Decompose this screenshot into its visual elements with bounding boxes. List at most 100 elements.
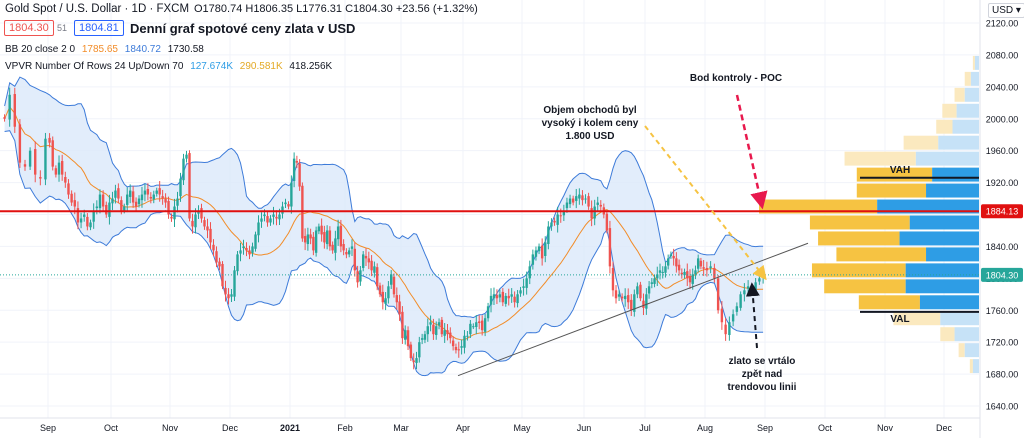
volume-profile-up-bar (915, 151, 979, 166)
candle-body (593, 206, 596, 219)
volume-profile-up-bar (877, 199, 979, 214)
candle-body (611, 267, 615, 291)
bid-price-box[interactable]: 1804.30 (4, 20, 54, 36)
candle-body (664, 266, 667, 273)
candle-body (320, 225, 323, 235)
candle-body (661, 271, 664, 273)
volume-profile-down-bar (856, 183, 927, 198)
volume-profile-down-bar (759, 199, 878, 214)
candle-body (550, 222, 553, 227)
volume-profile-up-bar (954, 327, 979, 342)
candle-body (404, 330, 407, 340)
candle-body (596, 202, 599, 205)
chevron-down-icon: ▾ (1013, 5, 1021, 16)
candle-body (702, 267, 705, 269)
candle-body (418, 342, 421, 358)
ask-price-box[interactable]: 1804.81 (74, 20, 124, 36)
time-tick-label: Jul (639, 423, 651, 433)
candle-body (510, 294, 513, 297)
vpvr-legend[interactable]: VPVR Number Of Rows 24 Up/Down 70 127.67… (5, 61, 332, 72)
volume-profile-up-bar (919, 295, 979, 310)
candle-body (158, 188, 161, 195)
candle-body (608, 228, 612, 267)
candle-body (547, 226, 550, 245)
candle-body (650, 282, 654, 284)
price-axis-bg (980, 0, 1024, 438)
volume-profile-down-bar (824, 279, 906, 294)
time-tick-label: May (513, 423, 531, 433)
candle-body (123, 206, 126, 211)
candle-body (437, 322, 441, 326)
bb-lower-line (4, 130, 764, 377)
candle-body (556, 214, 559, 225)
candle-body (688, 275, 692, 283)
candle-body (694, 270, 697, 275)
candle-body (724, 324, 727, 335)
currency-label: USD (992, 5, 1014, 16)
candle-body (131, 191, 135, 203)
candle-body (446, 330, 449, 335)
candle-body (426, 326, 429, 335)
candle-body (242, 246, 245, 249)
time-tick-label: Nov (162, 423, 179, 433)
candle-body (630, 299, 633, 311)
candle-body (480, 320, 484, 331)
candle-body (519, 290, 522, 294)
candle-body (8, 94, 11, 120)
volume-annotation: Objem obchodů byl vysoký i kolem ceny 1.… (530, 104, 650, 143)
candle-body (584, 198, 587, 200)
candle-body (675, 258, 678, 267)
bb-basis-line (4, 105, 764, 341)
candle-body (334, 238, 337, 253)
candle-body (284, 202, 287, 205)
candle-body (489, 295, 493, 305)
candle-body (254, 234, 257, 249)
currency-selector[interactable]: USD ▾ (988, 3, 1024, 18)
bb-legend[interactable]: BB 20 close 2 0 1785.65 1840.72 1730.58 (5, 44, 204, 55)
candle-body (472, 326, 475, 328)
time-tick-label: Dec (936, 423, 953, 433)
candle-body (575, 196, 578, 201)
candle-body (451, 340, 455, 347)
candle-body (735, 306, 739, 312)
candle-body (248, 250, 251, 255)
bounce-annotation-line: zlato se vrtálo (728, 356, 796, 367)
volume-profile-up-bar (952, 119, 979, 134)
candle-body (114, 190, 117, 198)
bb-upper-value: 1840.72 (124, 44, 161, 55)
time-tick-label: Nov (877, 423, 894, 433)
candle-body (182, 158, 185, 181)
candle-body (92, 210, 95, 222)
candle-body (317, 226, 321, 232)
price-tick-label: 2040.00 (986, 82, 1019, 92)
volume-profile-up-bar (956, 103, 979, 118)
candle-body (224, 287, 227, 295)
volume-profile-up-bar (940, 311, 979, 326)
candle-body (218, 261, 221, 267)
candle-body (101, 194, 105, 207)
candle-body (143, 190, 147, 195)
candle-body (23, 164, 27, 167)
candle-body (233, 270, 236, 297)
candle-body (614, 290, 618, 299)
volume-profile-down-bar (903, 135, 939, 150)
candle-body (364, 255, 368, 259)
candle-body (525, 278, 528, 288)
candle-body (559, 215, 562, 217)
vpvr-down-value: 290.581K (239, 61, 283, 72)
candle-body (292, 158, 296, 181)
candle-body (565, 202, 569, 209)
candle-body (44, 138, 47, 180)
candle-body (513, 296, 516, 303)
candle-body (260, 218, 263, 222)
candle-body (34, 149, 37, 175)
candle-body (522, 286, 525, 288)
price-tick-label: 1840.00 (986, 242, 1019, 252)
volume-profile-up-bar (899, 231, 979, 246)
candle-body (720, 308, 724, 323)
volume-profile (759, 55, 979, 374)
candle-body (367, 258, 370, 263)
volume-profile-down-bar (942, 103, 957, 118)
candle-body (323, 232, 326, 243)
